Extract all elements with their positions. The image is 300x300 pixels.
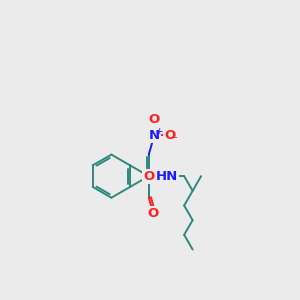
Text: O: O bbox=[164, 129, 175, 142]
Text: N: N bbox=[149, 129, 160, 142]
Text: O: O bbox=[149, 113, 160, 126]
Text: +: + bbox=[155, 127, 162, 136]
Text: O: O bbox=[148, 208, 159, 220]
Text: HN: HN bbox=[156, 169, 178, 183]
Text: −: − bbox=[170, 134, 178, 143]
Text: O: O bbox=[143, 169, 154, 183]
